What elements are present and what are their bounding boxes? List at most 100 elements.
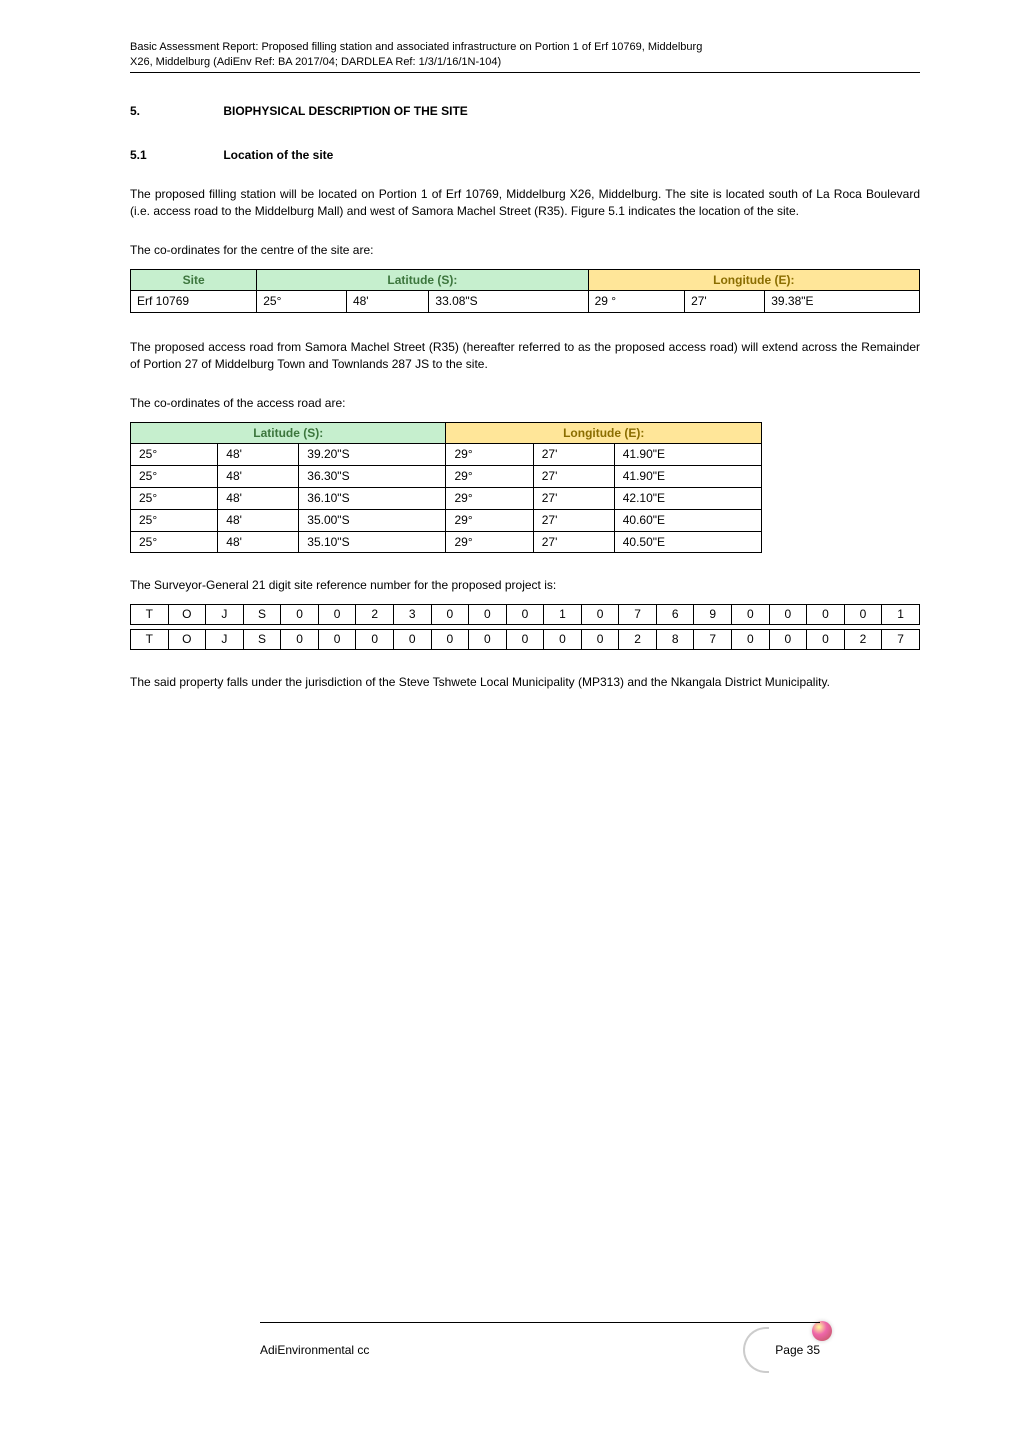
lon-sec-cell: 39.38"E bbox=[765, 291, 920, 313]
digit-cell: 0 bbox=[506, 630, 544, 650]
coord-table-header-lat: Latitude (S): bbox=[131, 422, 446, 444]
digit-cell: 0 bbox=[769, 605, 807, 625]
table-row: Erf 10769 25° 48' 33.08"S 29 ° 27' 39.38… bbox=[131, 291, 920, 313]
coord-cell: 25° bbox=[131, 488, 218, 510]
coord-cell: 29° bbox=[446, 509, 533, 531]
coord-table-header-lon: Longitude (E): bbox=[446, 422, 762, 444]
digit-cell: 0 bbox=[581, 630, 619, 650]
section-title: BIOPHYSICAL DESCRIPTION OF THE SITE bbox=[223, 104, 467, 118]
footer-page-number: Page 35 bbox=[775, 1342, 820, 1359]
digit-cell: 0 bbox=[318, 605, 356, 625]
lon-min-cell: 27' bbox=[685, 291, 765, 313]
coord-cell: 36.30"S bbox=[299, 466, 446, 488]
site-coordinates-table: Site Latitude (S): Longitude (E): Erf 10… bbox=[130, 269, 920, 314]
table-row: 25°48'35.10"S29°27'40.50"E bbox=[131, 531, 762, 553]
digit-cell: J bbox=[206, 605, 244, 625]
footer-left: AdiEnvironmental cc bbox=[260, 1342, 369, 1359]
coord-cell: 40.60"E bbox=[614, 509, 761, 531]
table-row: 25°48'36.10"S29°27'42.10"E bbox=[131, 488, 762, 510]
access-road-coordinates-table: Latitude (S): Longitude (E): 25°48'39.20… bbox=[130, 422, 762, 554]
digit-cell: 1 bbox=[882, 605, 920, 625]
paragraph-3: The proposed access road from Samora Mac… bbox=[130, 339, 920, 373]
site-table-header-lat: Latitude (S): bbox=[257, 269, 588, 291]
header-rule bbox=[130, 72, 920, 73]
digit-cell: 1 bbox=[544, 605, 582, 625]
subsection-number: 5.1 bbox=[130, 147, 220, 164]
digit-cell: 6 bbox=[656, 605, 694, 625]
header-line-2: X26, Middelburg (AdiEnv Ref: BA 2017/04;… bbox=[130, 55, 920, 70]
coord-cell: 27' bbox=[533, 444, 614, 466]
digit-cell: 2 bbox=[356, 605, 394, 625]
lat-deg-cell: 25° bbox=[257, 291, 347, 313]
page-decor-curve bbox=[743, 1327, 769, 1373]
coord-cell: 48' bbox=[218, 466, 299, 488]
header-line-1: Basic Assessment Report: Proposed fillin… bbox=[130, 40, 920, 55]
digit-cell: 0 bbox=[807, 605, 845, 625]
digit-cell: J bbox=[206, 630, 244, 650]
table-row: 25°48'36.30"S29°27'41.90"E bbox=[131, 466, 762, 488]
digit-cell: 0 bbox=[356, 630, 394, 650]
digit-cell: 0 bbox=[431, 630, 469, 650]
digit-cell: 7 bbox=[619, 605, 657, 625]
coord-cell: 40.50"E bbox=[614, 531, 761, 553]
digit-cell: 0 bbox=[469, 605, 507, 625]
digit-cell: 7 bbox=[694, 630, 732, 650]
coord-cell: 25° bbox=[131, 444, 218, 466]
digit-cell: 0 bbox=[431, 605, 469, 625]
coord-cell: 25° bbox=[131, 531, 218, 553]
coord-cell: 48' bbox=[218, 531, 299, 553]
site-table-header-site: Site bbox=[131, 269, 257, 291]
coord-cell: 27' bbox=[533, 531, 614, 553]
coord-cell: 29° bbox=[446, 531, 533, 553]
subsection-title: Location of the site bbox=[223, 148, 333, 162]
paragraph-4: The co-ordinates of the access road are: bbox=[130, 395, 920, 412]
coord-cell: 29° bbox=[446, 466, 533, 488]
coord-cell: 41.90"E bbox=[614, 466, 761, 488]
site-cell: Erf 10769 bbox=[131, 291, 257, 313]
digit-cell: 0 bbox=[807, 630, 845, 650]
digit-cell: 9 bbox=[694, 605, 732, 625]
digit-cell: 0 bbox=[506, 605, 544, 625]
digit-cell: 2 bbox=[619, 630, 657, 650]
page-footer: AdiEnvironmental cc Page 35 bbox=[260, 1322, 820, 1373]
digit-cell: T bbox=[131, 605, 169, 625]
coord-cell: 27' bbox=[533, 488, 614, 510]
digit-cell: 0 bbox=[393, 630, 431, 650]
coord-cell: 25° bbox=[131, 466, 218, 488]
digit-cell: O bbox=[168, 630, 206, 650]
digit-cell: S bbox=[243, 605, 281, 625]
coord-cell: 35.10"S bbox=[299, 531, 446, 553]
digit-cell: S bbox=[243, 630, 281, 650]
digit-cell: 0 bbox=[281, 630, 319, 650]
coord-cell: 48' bbox=[218, 488, 299, 510]
section-number: 5. bbox=[130, 103, 220, 120]
coord-cell: 27' bbox=[533, 466, 614, 488]
site-table-header-lon: Longitude (E): bbox=[588, 269, 919, 291]
paragraph-1: The proposed filling station will be loc… bbox=[130, 186, 920, 220]
digit-cell: 7 bbox=[882, 630, 920, 650]
digit-cell: 0 bbox=[769, 630, 807, 650]
digit-cell: 8 bbox=[656, 630, 694, 650]
digit-cell: 0 bbox=[544, 630, 582, 650]
digit-cell: 0 bbox=[732, 630, 770, 650]
coord-cell: 27' bbox=[533, 509, 614, 531]
table-row: 25°48'39.20"S29°27'41.90"E bbox=[131, 444, 762, 466]
lon-deg-cell: 29 ° bbox=[588, 291, 684, 313]
digit-cell: 0 bbox=[844, 605, 882, 625]
coord-cell: 42.10"E bbox=[614, 488, 761, 510]
coord-cell: 48' bbox=[218, 444, 299, 466]
digit-cell: 0 bbox=[469, 630, 507, 650]
digit-cell: T bbox=[131, 630, 169, 650]
digit-cell: 0 bbox=[581, 605, 619, 625]
digit-cell: 0 bbox=[318, 630, 356, 650]
coord-cell: 29° bbox=[446, 488, 533, 510]
paragraph-6: The said property falls under the jurisd… bbox=[130, 674, 920, 691]
subsection-heading: 5.1 Location of the site bbox=[130, 147, 920, 164]
paragraph-2: The co-ordinates for the centre of the s… bbox=[130, 242, 920, 259]
coord-cell: 25° bbox=[131, 509, 218, 531]
digit-cell: 0 bbox=[281, 605, 319, 625]
coord-cell: 48' bbox=[218, 509, 299, 531]
coord-cell: 41.90"E bbox=[614, 444, 761, 466]
coord-cell: 29° bbox=[446, 444, 533, 466]
digit-cell: 2 bbox=[844, 630, 882, 650]
